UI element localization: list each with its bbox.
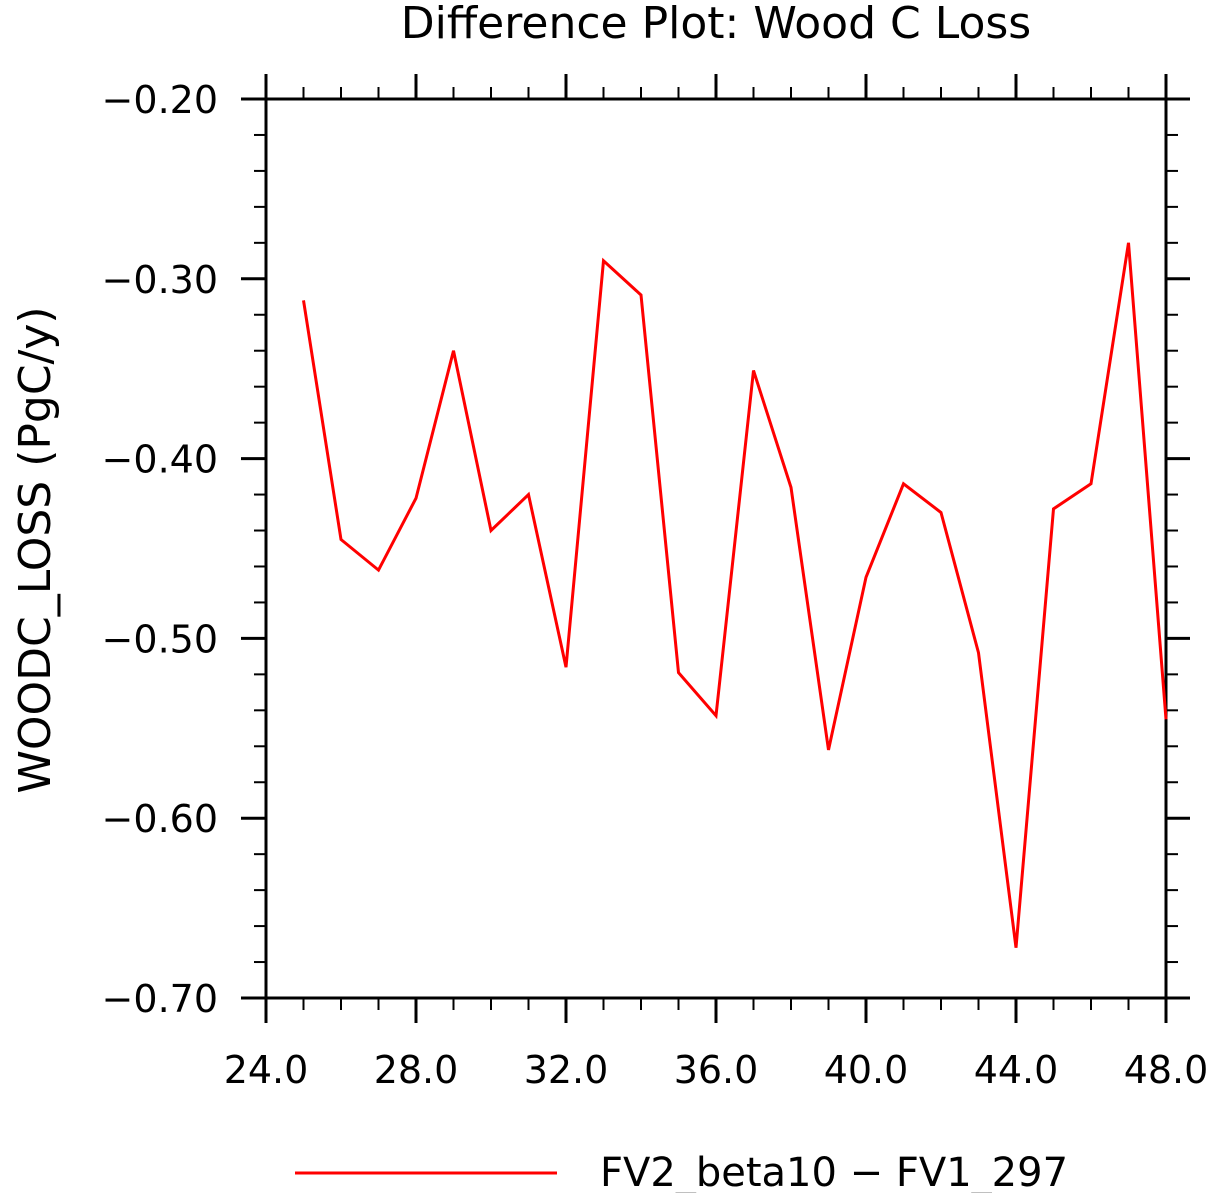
- y-tick-label: −0.70: [102, 977, 218, 1021]
- y-tick-label: −0.50: [102, 617, 218, 661]
- x-tick-label: 36.0: [674, 1048, 759, 1092]
- chart-title: Difference Plot: Wood C Loss: [401, 0, 1031, 49]
- x-tick-label: 24.0: [224, 1048, 309, 1092]
- y-tick-label: −0.40: [102, 438, 218, 482]
- legend-label: FV2_beta10 − FV1_297: [600, 1150, 1068, 1193]
- y-tick-label: −0.60: [102, 797, 218, 841]
- x-tick-label: 44.0: [974, 1048, 1059, 1092]
- y-tick-label: −0.20: [102, 78, 218, 122]
- series-line: [302, 242, 1168, 948]
- plot-series: [302, 242, 1168, 948]
- x-tick-label: 32.0: [524, 1048, 609, 1092]
- legend: FV2_beta10 − FV1_297: [295, 1150, 1068, 1193]
- y-axis-label: WOODC_LOSS (PgC/y): [10, 306, 61, 793]
- x-tick-label: 48.0: [1124, 1048, 1209, 1092]
- y-tick-label: −0.30: [102, 258, 218, 302]
- x-tick-label: 28.0: [374, 1048, 459, 1092]
- x-tick-label: 40.0: [824, 1048, 909, 1092]
- plot-frame: [264, 97, 1168, 1000]
